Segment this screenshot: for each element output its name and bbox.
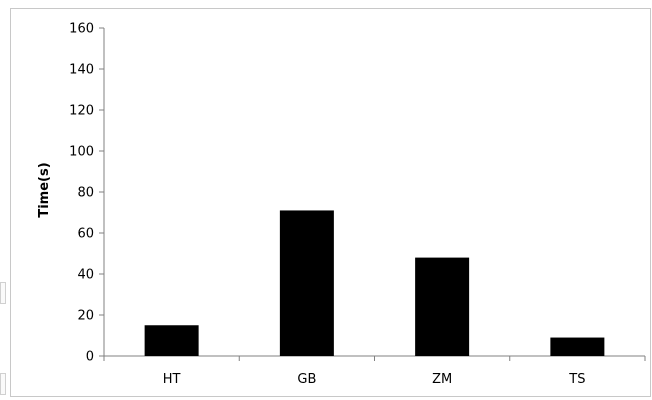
selection-handle-left-upper[interactable] [0, 282, 6, 304]
y-axis-title: Time(s) [37, 162, 52, 217]
y-tick-label: 140 [69, 63, 94, 78]
y-tick-label: 20 [77, 309, 94, 324]
x-tick-label: ZM [432, 372, 452, 387]
y-tick-label: 40 [77, 268, 94, 283]
y-tick-label: 80 [77, 186, 94, 201]
x-tick-label: TS [568, 372, 585, 387]
x-tick-label: GB [297, 372, 316, 387]
y-tick-label: 100 [69, 145, 94, 160]
selection-handle-left-lower[interactable] [0, 373, 6, 395]
y-tick-label: 120 [69, 104, 94, 119]
y-tick-label: 60 [77, 227, 94, 242]
y-axis: 0 20 40 60 80 100 120 140 160 [69, 22, 105, 365]
bar-ht [144, 325, 199, 356]
x-axis: HT GB ZM TS [103, 355, 646, 387]
y-tick-label: 160 [69, 22, 94, 37]
bar-gb [279, 210, 334, 356]
bar-zm [415, 257, 470, 356]
bar-ts [550, 337, 605, 356]
y-tick-label: 0 [86, 350, 94, 365]
x-tick-label: HT [163, 372, 181, 387]
bars [144, 210, 605, 356]
